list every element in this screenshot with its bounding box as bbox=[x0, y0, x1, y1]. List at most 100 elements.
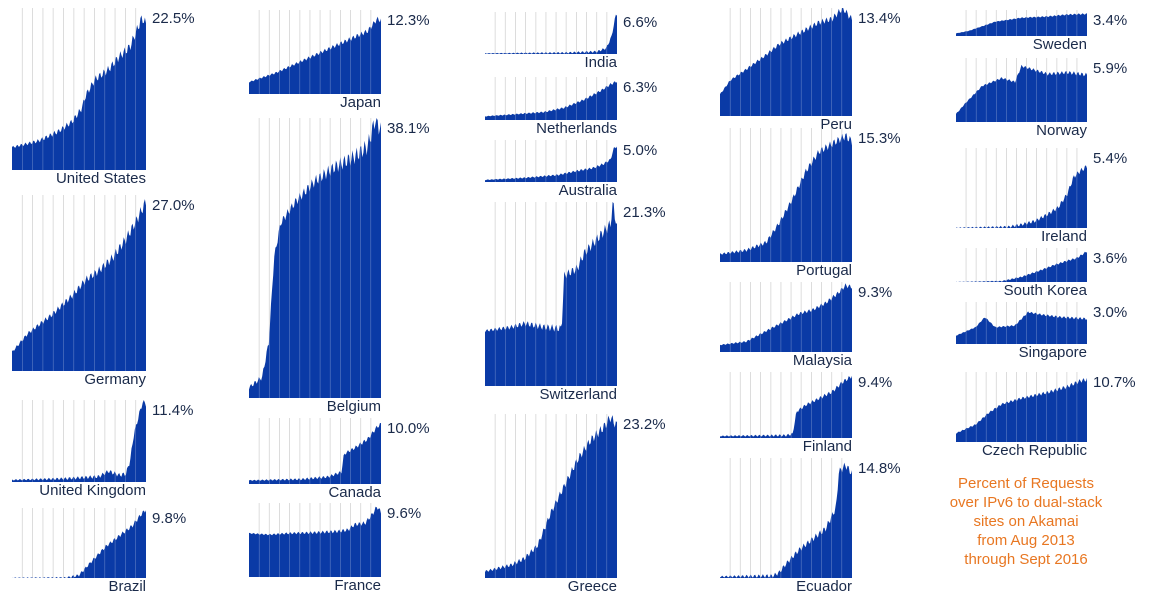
country-label: United Kingdom bbox=[39, 482, 146, 499]
chart-panel-norway: 5.9% Norway bbox=[956, 58, 1127, 139]
final-value-label: 3.6% bbox=[1093, 250, 1128, 267]
series-area bbox=[12, 15, 146, 171]
area-chart-peru bbox=[720, 8, 852, 116]
chart-panel-united-states: 22.5% United States bbox=[12, 8, 195, 187]
country-label: Sweden bbox=[1032, 36, 1087, 53]
area-chart-singapore bbox=[956, 302, 1087, 344]
series-area bbox=[720, 283, 852, 352]
country-label: Belgium bbox=[326, 398, 381, 415]
area-chart-united-states bbox=[12, 8, 146, 171]
final-value-label: 22.5% bbox=[152, 10, 195, 27]
country-label: Japan bbox=[340, 94, 381, 111]
chart-panel-united-kingdom: 11.4% United Kingdom bbox=[12, 400, 193, 499]
country-label: Canada bbox=[328, 484, 381, 501]
area-chart-ecuador bbox=[720, 458, 852, 578]
chart-panel-ireland: 5.4% Ireland bbox=[956, 148, 1127, 245]
series-area bbox=[12, 510, 146, 578]
series-area bbox=[956, 251, 1087, 282]
chart-panel-greece: 23.2% Greece bbox=[485, 414, 666, 595]
series-area bbox=[249, 118, 381, 398]
caption-line: sites on Akamai bbox=[973, 513, 1079, 530]
final-value-label: 3.0% bbox=[1093, 304, 1128, 321]
series-area bbox=[249, 423, 381, 484]
country-label: Portugal bbox=[796, 262, 852, 279]
area-chart-india bbox=[485, 12, 617, 55]
final-value-label: 15.3% bbox=[858, 130, 901, 147]
area-chart-brazil bbox=[12, 508, 146, 578]
chart-panel-south-korea: 3.6% South Korea bbox=[956, 248, 1127, 299]
series-area bbox=[485, 202, 617, 386]
area-chart-ireland bbox=[956, 148, 1087, 228]
country-label: France bbox=[334, 577, 381, 594]
area-chart-belgium bbox=[249, 118, 381, 398]
chart-panel-portugal: 15.3% Portugal bbox=[720, 128, 901, 279]
final-value-label: 11.4% bbox=[152, 402, 194, 419]
area-chart-japan bbox=[249, 10, 381, 95]
country-label: Norway bbox=[1036, 122, 1087, 139]
final-value-label: 9.6% bbox=[387, 505, 422, 522]
area-chart-south-korea bbox=[956, 248, 1087, 282]
chart-panel-japan: 12.3% Japan bbox=[249, 10, 430, 111]
chart-panel-malaysia: 9.3% Malaysia bbox=[720, 282, 892, 369]
area-chart-czech-republic bbox=[956, 372, 1087, 442]
series-area bbox=[485, 81, 617, 120]
final-value-label: 21.3% bbox=[623, 204, 666, 221]
chart-panel-france: 9.6% France bbox=[249, 503, 421, 594]
chart-panel-netherlands: 6.3% Netherlands bbox=[485, 77, 657, 137]
caption-line: from Aug 2013 bbox=[977, 532, 1075, 549]
final-value-label: 27.0% bbox=[152, 197, 195, 214]
country-label: Finland bbox=[802, 438, 852, 455]
series-area bbox=[12, 400, 146, 482]
series-area bbox=[485, 146, 617, 182]
chart-caption: Percent of Requests over IPv6 to dual-st… bbox=[928, 474, 1124, 569]
series-area bbox=[720, 462, 852, 578]
final-value-label: 23.2% bbox=[623, 416, 666, 433]
area-chart-norway bbox=[956, 58, 1087, 122]
final-value-label: 9.8% bbox=[152, 510, 187, 527]
country-label: Malaysia bbox=[792, 352, 852, 369]
area-chart-germany bbox=[12, 195, 146, 371]
series-area bbox=[720, 8, 852, 116]
series-area bbox=[249, 506, 381, 577]
country-label: India bbox=[584, 54, 617, 71]
final-value-label: 6.6% bbox=[623, 14, 658, 31]
series-area bbox=[956, 13, 1087, 36]
area-chart-finland bbox=[720, 372, 852, 438]
area-chart-sweden bbox=[956, 10, 1087, 36]
series-area bbox=[720, 375, 852, 438]
chart-panel-ecuador: 14.8% Ecuador bbox=[720, 458, 901, 595]
final-value-label: 12.3% bbox=[387, 12, 430, 29]
chart-panel-canada: 10.0% Canada bbox=[249, 418, 430, 501]
area-chart-canada bbox=[249, 418, 381, 484]
country-label: Brazil bbox=[108, 578, 146, 595]
area-chart-malaysia bbox=[720, 282, 852, 352]
country-label: South Korea bbox=[1003, 282, 1087, 299]
chart-panel-australia: 5.0% Australia bbox=[485, 140, 657, 199]
chart-panel-singapore: 3.0% Singapore bbox=[956, 302, 1127, 361]
chart-panel-sweden: 3.4% Sweden bbox=[956, 10, 1127, 53]
caption-line: over IPv6 to dual-stack bbox=[949, 494, 1103, 511]
final-value-label: 10.7% bbox=[1093, 374, 1136, 391]
chart-panel-finland: 9.4% Finland bbox=[720, 372, 892, 455]
country-label: Peru bbox=[820, 116, 852, 133]
country-label: Czech Republic bbox=[981, 442, 1087, 459]
final-value-label: 9.3% bbox=[858, 284, 893, 301]
series-area bbox=[720, 133, 852, 262]
final-value-label: 13.4% bbox=[858, 10, 901, 27]
chart-panel-belgium: 38.1% Belgium bbox=[249, 118, 430, 415]
country-label: Switzerland bbox=[539, 386, 617, 403]
series-area bbox=[485, 14, 617, 55]
country-label: Netherlands bbox=[536, 120, 617, 137]
final-value-label: 3.4% bbox=[1093, 12, 1128, 29]
chart-panel-czech-republic: 10.7% Czech Republic bbox=[956, 372, 1136, 459]
country-label: Greece bbox=[567, 578, 617, 595]
series-area bbox=[249, 16, 381, 95]
chart-panel-switzerland: 21.3% Switzerland bbox=[485, 202, 666, 403]
chart-panel-brazil: 9.8% Brazil bbox=[12, 508, 186, 595]
area-chart-france bbox=[249, 503, 381, 577]
caption-line: through Sept 2016 bbox=[964, 551, 1088, 568]
chart-panel-india: 6.6% India bbox=[485, 12, 657, 71]
series-area bbox=[956, 377, 1087, 442]
final-value-label: 9.4% bbox=[858, 374, 893, 391]
country-label: Australia bbox=[558, 182, 617, 199]
